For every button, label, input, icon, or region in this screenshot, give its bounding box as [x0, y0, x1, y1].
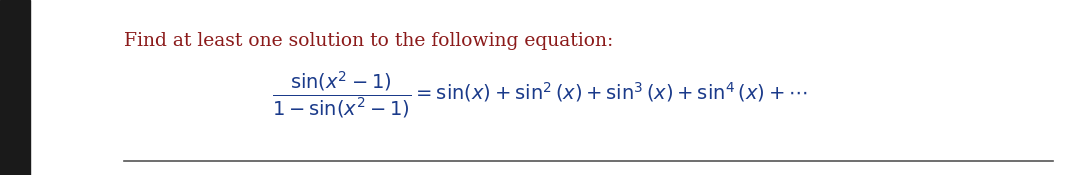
Text: $\dfrac{\sin(x^2 - 1)}{1 - \sin(x^2 - 1)} = \sin(x) + \sin^2(x) + \sin^3(x) + \s: $\dfrac{\sin(x^2 - 1)}{1 - \sin(x^2 - 1)…: [272, 69, 808, 120]
Bar: [0, 0, 30, 175]
Text: Find at least one solution to the following equation:: Find at least one solution to the follow…: [124, 32, 613, 50]
